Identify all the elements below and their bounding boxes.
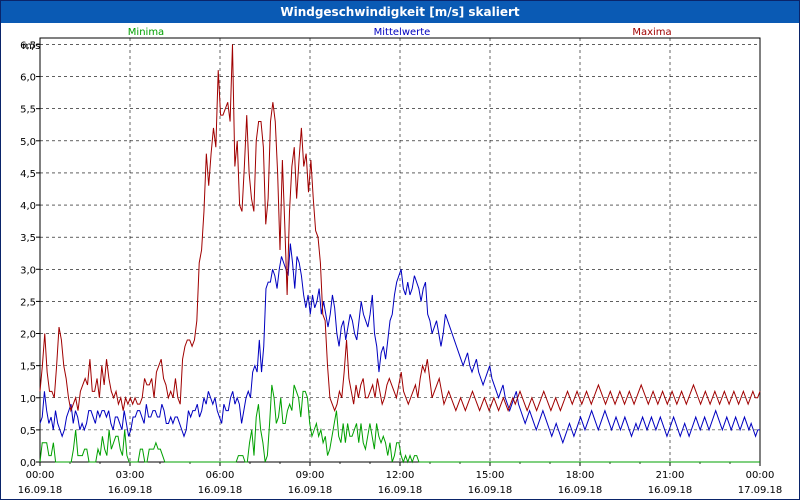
x-tick-time: 15:00 (476, 470, 505, 481)
x-tick-date: 16.09.18 (108, 485, 153, 496)
x-tick-time: 03:00 (116, 470, 145, 481)
x-tick-date: 16.09.18 (378, 485, 423, 496)
y-tick-label: 4,5 (20, 169, 36, 180)
y-tick-labels: 0,0 0,5 1,0 1,5 2,0 2,5 3,0 3,5 4,0 4,5 5,0 5,5 6,0 6… (20, 40, 36, 469)
series-line-minima (39, 384, 760, 464)
x-tick-date: 17.09.18 (738, 485, 783, 496)
y-tick-label: 6,0 (20, 73, 36, 84)
y-tick-label: 1,0 (20, 394, 36, 405)
y-tick-label: 5,5 (20, 105, 36, 116)
x-tick-time: 12:00 (386, 470, 415, 481)
y-axis-label: m/s (22, 41, 40, 52)
legend: Minima Mittelwerte Maxima (128, 27, 672, 38)
x-tick-date: 16.09.18 (198, 485, 243, 496)
window-title: Windgeschwindigkeit [m/s] skaliert (1, 1, 799, 23)
axes (36, 37, 761, 466)
series-line-mittelwerte (39, 243, 760, 445)
y-tick-label: 2,5 (20, 297, 36, 308)
grid (40, 38, 760, 463)
y-tick-label: 6,5 (20, 40, 36, 51)
x-tick-time: 21:00 (656, 470, 685, 481)
x-tick-date: 16.09.18 (648, 485, 693, 496)
y-tick-label: 1,5 (20, 362, 36, 373)
legend-entry-maxima: Maxima (632, 27, 671, 38)
y-tick-label: 3,0 (20, 265, 36, 276)
x-tick-date: 16.09.18 (288, 485, 333, 496)
series-line-maxima (39, 44, 761, 413)
x-tick-labels: 00:00 16.09.18 03:00 16.09.18 06:00 16.09.18 0… (18, 470, 783, 496)
legend-entry-minima: Minima (128, 27, 164, 38)
y-tick-label: 3,5 (20, 233, 36, 244)
y-tick-label: 4,0 (20, 201, 36, 212)
x-tick-date: 16.09.18 (558, 485, 603, 496)
x-tick-time: 00:00 (26, 470, 55, 481)
x-tick-time: 06:00 (206, 470, 235, 481)
x-tick-time: 09:00 (296, 470, 325, 481)
legend-entry-mittelwerte: Mittelwerte (374, 27, 431, 38)
x-tick-date: 16.09.18 (18, 485, 63, 496)
y-tick-label: 5,0 (20, 137, 36, 148)
x-tick-date: 16.09.18 (468, 485, 513, 496)
y-tick-label: 0,0 (20, 458, 36, 469)
x-tick-time: 18:00 (566, 470, 595, 481)
x-tick-time: 00:00 (746, 470, 775, 481)
series-lines (39, 44, 761, 464)
y-tick-label: 0,5 (20, 426, 36, 437)
y-tick-label: 2,0 (20, 330, 36, 341)
